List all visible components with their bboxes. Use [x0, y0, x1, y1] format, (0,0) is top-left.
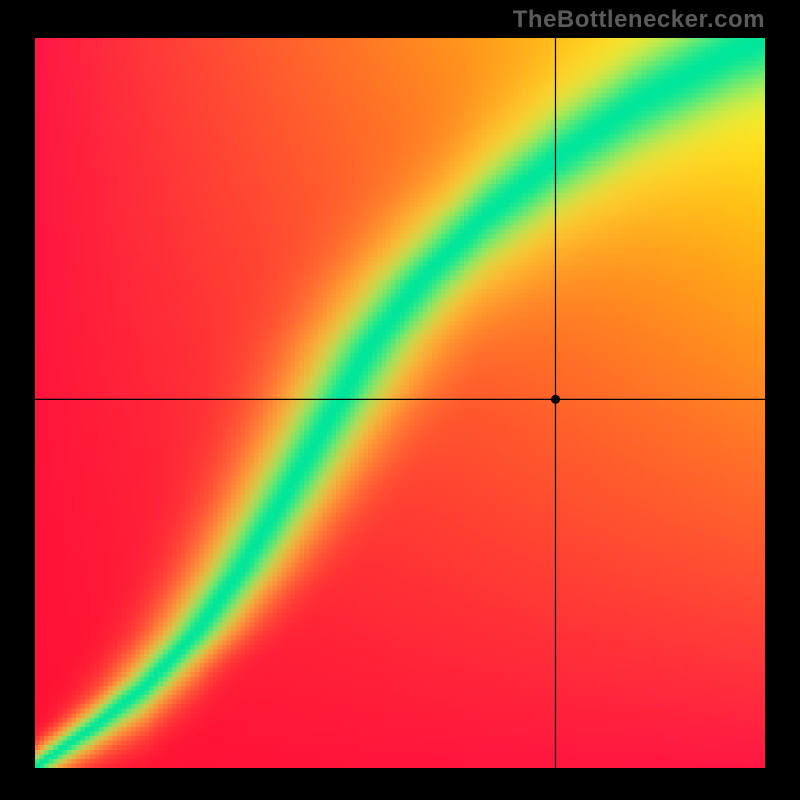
watermark-text: TheBottlenecker.com	[513, 6, 765, 34]
bottleneck-heatmap	[35, 38, 765, 768]
chart-stage: TheBottlenecker.com	[0, 0, 800, 800]
